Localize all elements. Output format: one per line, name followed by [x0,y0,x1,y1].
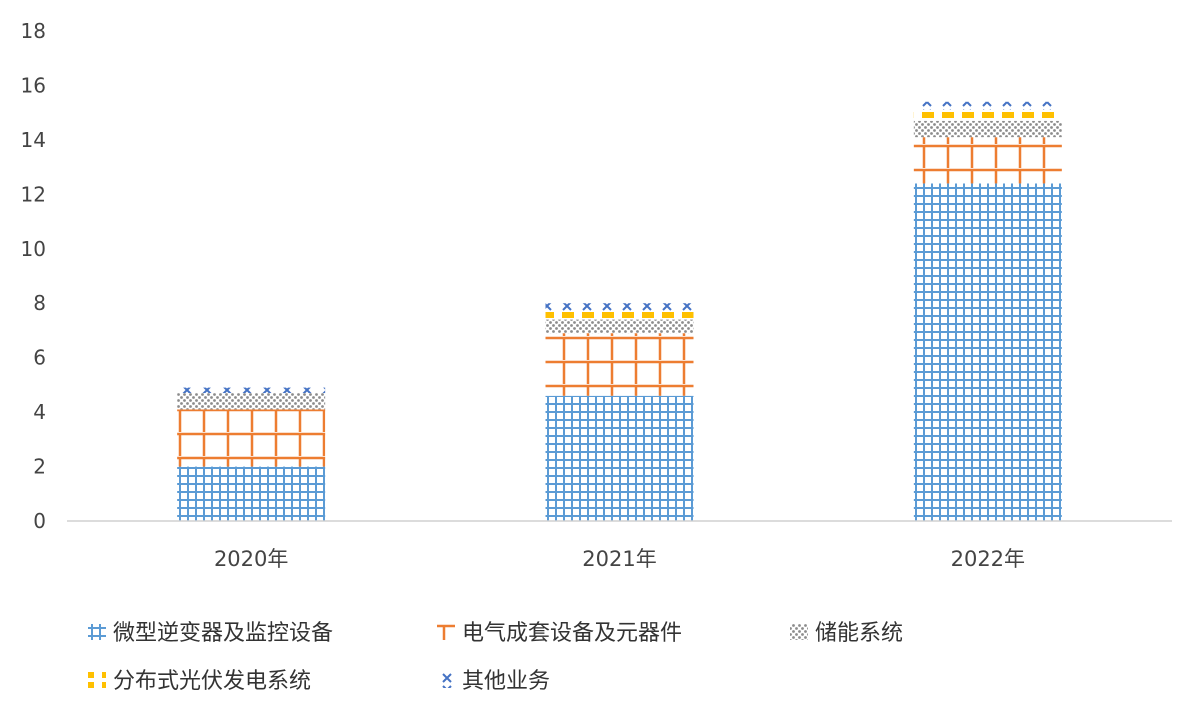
y-tick-label: 0 [33,509,46,533]
y-tick-label: 14 [21,128,46,152]
bar-segment [177,393,326,410]
legend-label: 电气成套设备及元器件 [462,621,682,646]
y-axis: 0 2 4 6 8 10 12 14 16 18 [21,19,46,533]
y-tick-label: 12 [21,182,46,206]
bar-segment [913,183,1062,521]
legend-swatch [88,672,106,688]
legend-swatch [437,672,455,688]
legend-label: 储能系统 [815,621,903,646]
bar-segment [545,395,694,521]
bar-segment [177,466,326,521]
bar-segment [913,109,1062,121]
y-tick-label: 4 [33,400,46,424]
x-tick-label: 2020年 [214,547,288,571]
legend-label: 分布式光伏发电系统 [113,669,311,694]
bars [177,101,1062,521]
y-tick-label: 8 [33,291,46,315]
bar-segment [545,303,694,312]
bar-segment [545,319,694,334]
x-tick-label: 2022年 [951,547,1025,571]
y-tick-label: 2 [33,455,46,479]
bar-segment [177,409,326,467]
x-axis: 2020年 2021年 2022年 [214,547,1025,571]
legend-swatch [437,624,455,640]
legend-swatch [790,624,808,640]
y-tick-label: 10 [21,237,46,261]
bar-segment [913,137,1062,184]
x-tick-label: 2021年 [582,547,656,571]
bar-segment [913,120,1062,138]
legend-label: 其他业务 [462,669,550,694]
y-tick-label: 16 [21,73,46,97]
y-tick-label: 18 [21,19,46,43]
bar-segment [913,101,1062,110]
legend-swatch [88,624,106,640]
bar-segment [545,333,694,396]
y-tick-label: 6 [33,346,46,370]
bar-segment [545,311,694,320]
bar-segment [177,387,326,394]
legend-label: 微型逆变器及监控设备 [113,621,333,646]
